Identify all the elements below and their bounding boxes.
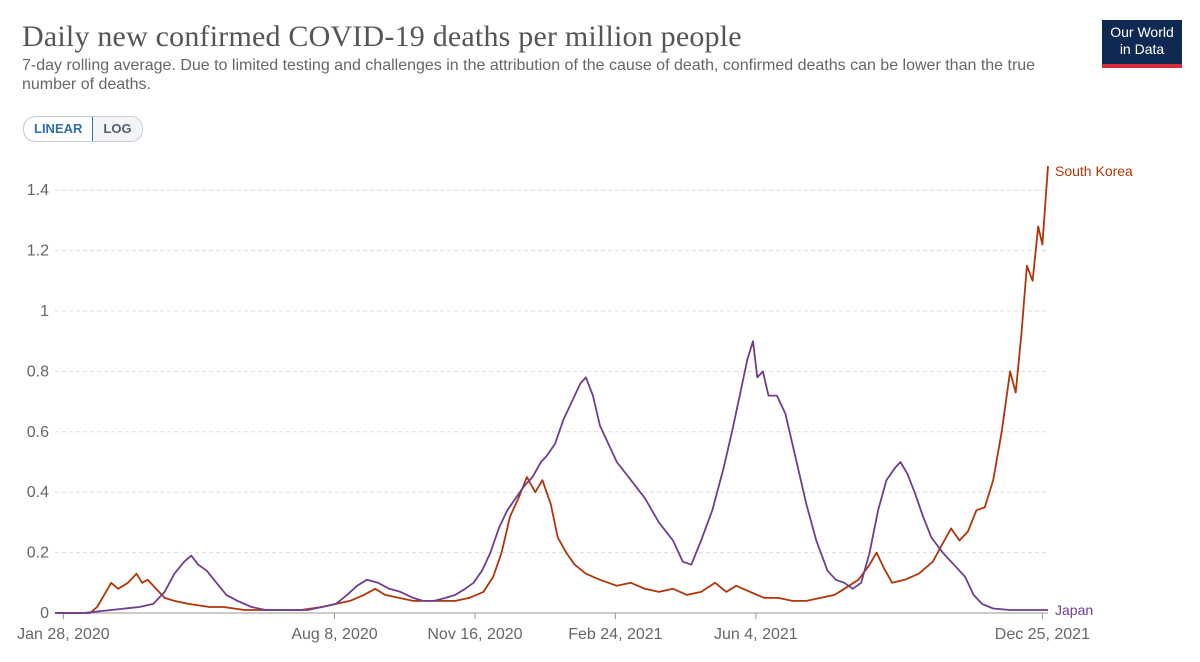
y-tick-label: 1.4	[27, 182, 49, 199]
log-scale-button[interactable]: LOG	[93, 117, 142, 141]
japan-label[interactable]: Japan	[1055, 602, 1093, 618]
y-tick-label: 0.6	[27, 424, 49, 441]
japan-line[interactable]	[55, 340, 1048, 614]
owid-logo[interactable]: Our World in Data	[1102, 20, 1182, 68]
x-tick-label: Aug 8, 2020	[291, 626, 377, 643]
y-tick-label: 0.2	[27, 545, 49, 562]
y-gridlines	[55, 189, 1048, 554]
series-labels: South Korea Japan	[1055, 163, 1133, 618]
x-tick-label: Jun 4, 2021	[714, 626, 798, 643]
x-tick-label: Feb 24, 2021	[568, 626, 662, 643]
linear-scale-button[interactable]: LINEAR	[23, 117, 94, 141]
y-axis: 0 0.2 0.4 0.6 0.8 1 1.2 1.4	[27, 182, 49, 622]
logo-line-2: in Data	[1119, 41, 1165, 57]
series-lines	[55, 165, 1049, 614]
y-tick-label: 0.8	[27, 363, 49, 380]
x-axis: Jan 28, 2020 Aug 8, 2020 Nov 16, 2020 Feb 2…	[17, 612, 1090, 643]
logo-line-1: Our World	[1110, 24, 1174, 40]
south-korea-line[interactable]	[55, 165, 1049, 614]
chart-title: Daily new confirmed COVID-19 deaths per …	[22, 20, 742, 53]
chart-subtitle: 7-day rolling average. Due to limited te…	[22, 57, 1036, 93]
south-korea-label[interactable]: South Korea	[1055, 163, 1133, 179]
x-tick-label: Dec 25, 2021	[995, 626, 1090, 643]
y-tick-label: 0	[40, 605, 49, 622]
x-tick-label: Jan 28, 2020	[17, 626, 110, 643]
x-tick-label: Nov 16, 2020	[427, 626, 522, 643]
y-tick-label: 1.2	[27, 243, 49, 260]
y-tick-label: 0.4	[27, 484, 49, 501]
y-tick-label: 1	[40, 303, 49, 320]
scale-toggle[interactable]: LINEAR LOG	[23, 116, 143, 142]
logo-accent-bar	[1102, 64, 1182, 68]
